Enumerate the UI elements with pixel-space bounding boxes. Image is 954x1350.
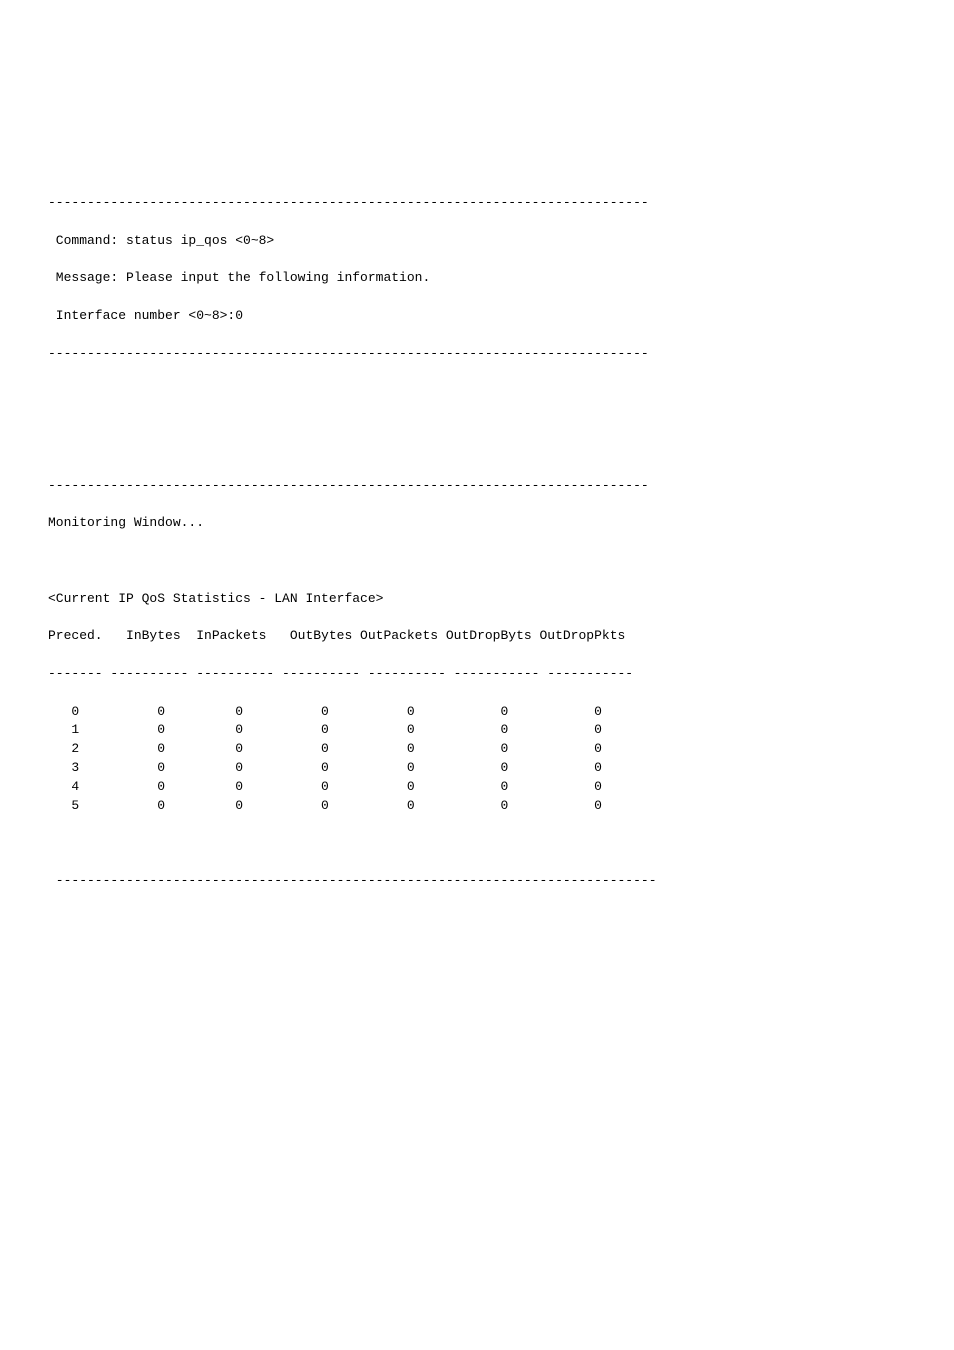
- blank-line-3: [48, 553, 56, 568]
- terminal-output: ----------------------------------------…: [0, 0, 954, 910]
- interface-input-line: Interface number <0~8>:0: [48, 308, 243, 323]
- blank-line-4: [48, 836, 56, 851]
- divider-top: ----------------------------------------…: [48, 195, 649, 210]
- table-header: Preced. InBytes InPackets OutBytes OutPa…: [48, 628, 625, 643]
- message-line: Message: Please input the following info…: [48, 270, 430, 285]
- table-body: 0 0 0 0 0 0 0 1 0 0 0 0 0 0 2 0 0 0 0 0: [48, 704, 602, 813]
- divider-after-command: ----------------------------------------…: [48, 346, 649, 361]
- divider-before-monitor: ----------------------------------------…: [48, 478, 649, 493]
- stats-subtitle: <Current IP QoS Statistics - LAN Interfa…: [48, 591, 383, 606]
- blank-line-2: [48, 440, 56, 455]
- blank-line-1: [48, 402, 56, 417]
- table-sep: ------- ---------- ---------- ----------…: [48, 666, 633, 681]
- divider-bottom: ----------------------------------------…: [48, 873, 657, 888]
- command-line: Command: status ip_qos <0~8>: [48, 233, 274, 248]
- monitor-title: Monitoring Window...: [48, 515, 204, 530]
